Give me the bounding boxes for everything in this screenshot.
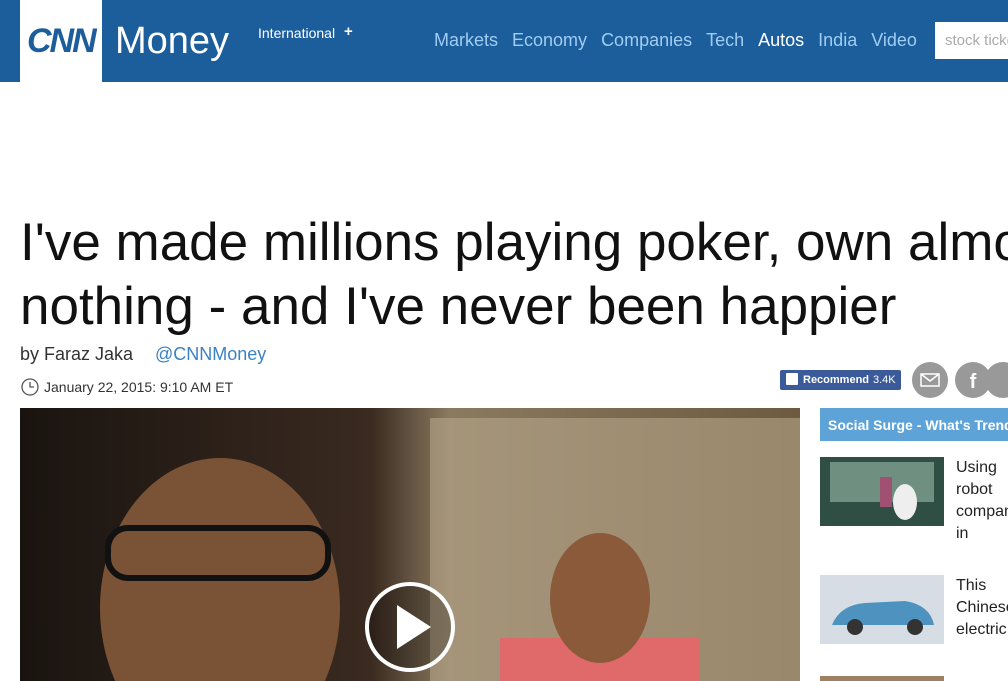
sidebar-title-text: Social Surge - What's Trending: [828, 417, 1008, 433]
headline: nothing - and I've never been happier: [20, 277, 897, 336]
logo-money[interactable]: Money: [115, 20, 230, 62]
byline: by Faraz Jaka: [20, 344, 134, 364]
edition-toggle[interactable]: +: [344, 23, 353, 40]
header: [0, 0, 1008, 82]
share-icons: f: [912, 362, 1008, 398]
search-placeholder: stock tickers: [945, 32, 1008, 49]
thumbnail[interactable]: [820, 676, 944, 681]
clock-icon: [21, 378, 39, 396]
nav-link[interactable]: Autos: [758, 30, 805, 50]
recommend-label: Recommend: [803, 374, 870, 386]
nav-link[interactable]: Economy: [512, 30, 588, 50]
twitter-share[interactable]: [985, 362, 1008, 398]
logo-box[interactable]: [20, 0, 102, 82]
video-player[interactable]: [20, 408, 800, 681]
recommend-button[interactable]: Recommend 3.4K: [780, 370, 901, 390]
timestamp: January 22, 2015: 9:10 AM ET: [44, 379, 234, 395]
edition[interactable]: International: [258, 25, 336, 41]
nav-link[interactable]: Companies: [601, 30, 693, 50]
nav-link[interactable]: India: [818, 30, 858, 50]
search-box[interactable]: stock tickers: [935, 22, 1008, 59]
facebook-share[interactable]: [955, 362, 991, 398]
email-share[interactable]: [912, 362, 948, 398]
thumbnail[interactable]: [820, 457, 944, 526]
nav: Markets Economy Companies Tech Autos India Vid…: [434, 30, 931, 51]
nav-link[interactable]: Markets: [434, 30, 499, 50]
logo-cnn[interactable]: CNN: [27, 22, 97, 60]
thumbnail[interactable]: [820, 575, 944, 644]
sidebar-title: Social Surge - What's Trending: [820, 408, 1008, 441]
recommend-count: 3.4K: [873, 374, 896, 386]
nav-link[interactable]: Tech: [706, 30, 745, 50]
nav-link[interactable]: Video: [871, 30, 917, 50]
sidebar-item[interactable]: Using robot companions in pediatric reco…: [956, 459, 1008, 542]
svg-text:f: f: [970, 371, 977, 393]
twitter-link[interactable]: @CNNMoney: [155, 344, 267, 364]
headline: I've made millions playing poker, own al…: [20, 213, 1008, 272]
